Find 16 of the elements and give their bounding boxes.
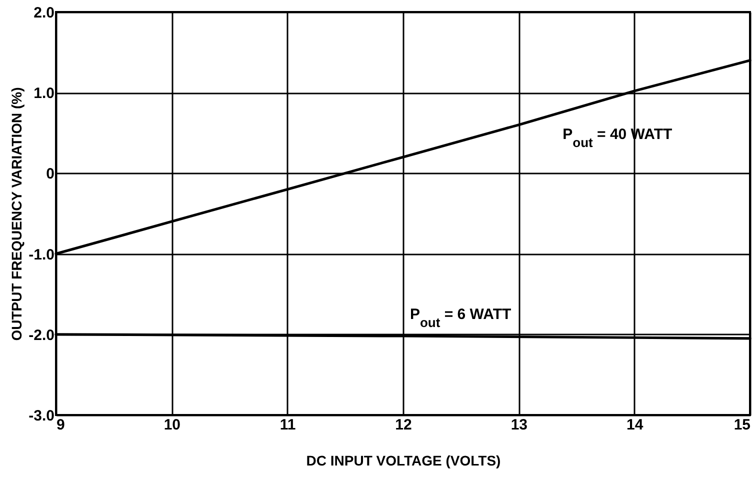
x-tick-label: 11 [280,416,296,434]
y-tick-label: -1.0 [28,246,54,264]
x-tick-label: 13 [510,416,528,434]
x-tick-label: 15 [734,416,750,434]
x-tick-label: 14 [626,416,644,434]
y-tick-label: 1.0 [34,85,54,102]
y-tick-label: -3.0 [28,408,54,424]
x-tick-label: 10 [164,416,181,434]
y-axis-title: OUTPUT FREQUENCY VARIATION (%) [8,87,25,341]
x-axis-title: DC INPUT VOLTAGE (VOLTS) [306,452,501,468]
y-tick-label: -2.0 [28,326,54,344]
x-tick-label: 9 [56,416,65,434]
x-tick-label: 12 [395,416,412,434]
y-tick-label: 0 [46,166,54,183]
annotation: P$_{out}$ = 6 WATT [410,306,512,330]
y-tick-label: 2.0 [34,4,54,22]
